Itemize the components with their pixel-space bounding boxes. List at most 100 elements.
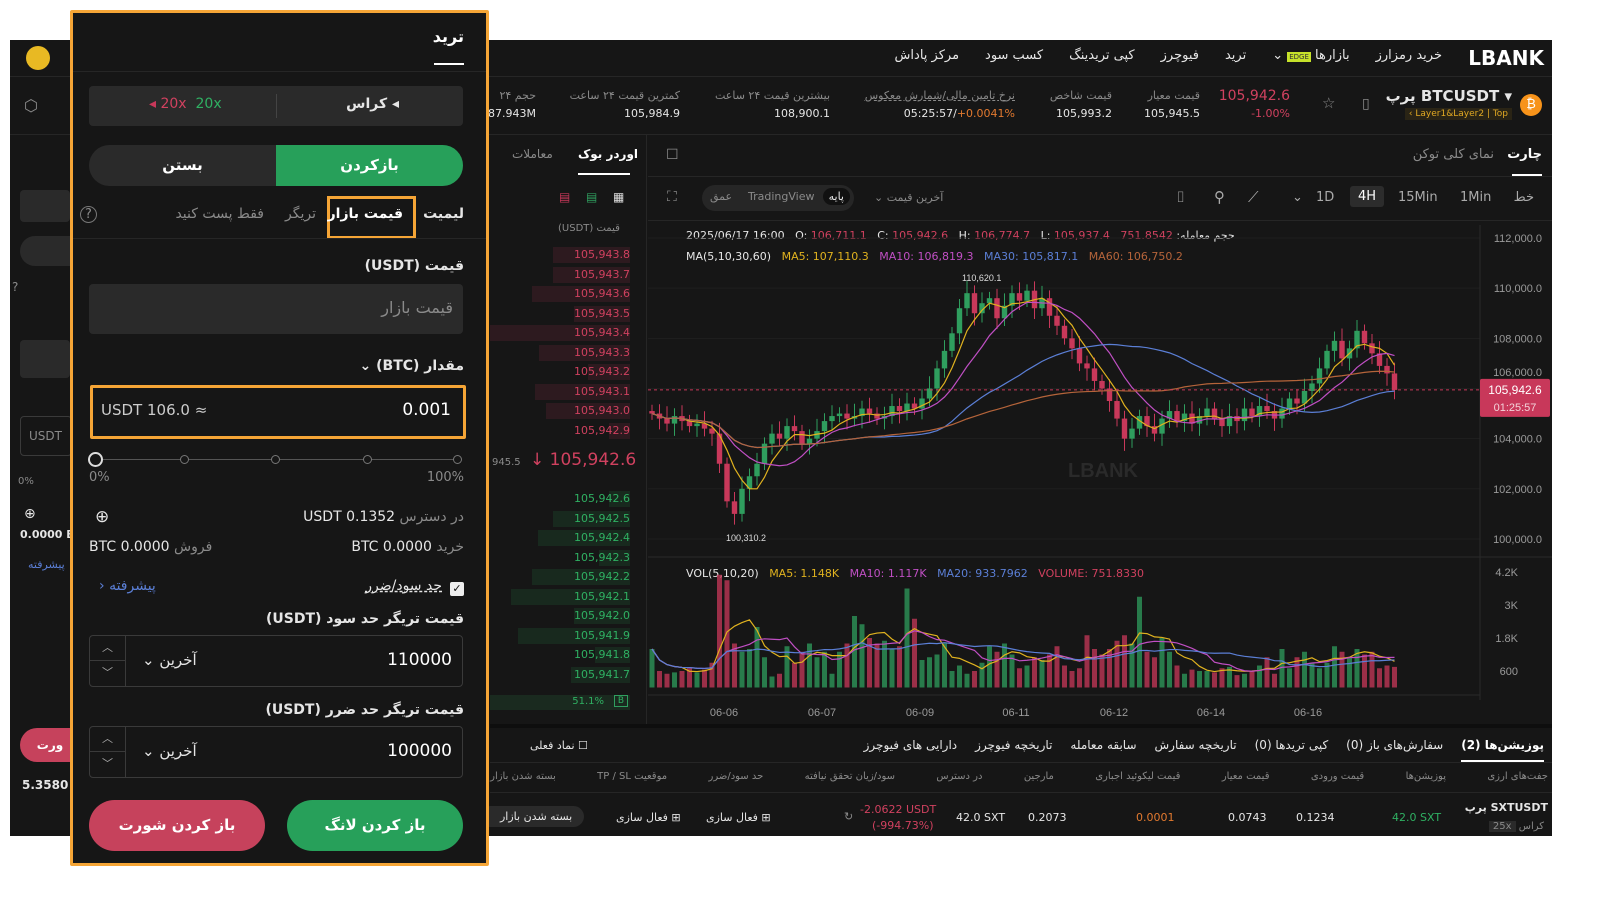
nav-futures[interactable]: فیوچرز: [1160, 48, 1199, 63]
help-icon[interactable]: ?: [80, 206, 97, 223]
margin-mode-select[interactable]: ◂ کراس: [346, 96, 399, 112]
nav-buy-crypto[interactable]: خرید رمزارز: [1375, 48, 1442, 63]
ask-row[interactable]: 105,943.7: [490, 265, 630, 285]
symbol-selector[interactable]: ▾ BTCUSDT پرپ: [1385, 87, 1512, 105]
user-avatar[interactable]: [26, 46, 50, 70]
order-type-post-only[interactable]: فقط پست کنید: [175, 206, 264, 222]
order-type-trigger[interactable]: تریگر: [285, 206, 316, 222]
interval-15min[interactable]: 15Min: [1398, 190, 1438, 205]
bid-row[interactable]: 105,942.2: [490, 567, 630, 587]
ask-row[interactable]: 105,943.6: [490, 284, 630, 304]
nav-copy-trading[interactable]: کپی تریدینگ: [1069, 48, 1135, 63]
view-tradingview[interactable]: TradingView: [748, 190, 815, 203]
bid-row[interactable]: 105,942.1: [490, 587, 630, 607]
slider-mark[interactable]: [363, 455, 372, 464]
plus-icon[interactable]: ⊕: [24, 506, 36, 522]
close-tab[interactable]: بستن: [162, 156, 203, 174]
bid-row[interactable]: 105,942.5: [490, 509, 630, 529]
settings-icon[interactable]: ⬡: [24, 96, 38, 115]
brand-logo[interactable]: LBANK: [1468, 46, 1544, 70]
order-type-limit[interactable]: لیمیت: [423, 206, 464, 222]
tab-futures-assets[interactable]: دارایی های فیوچرز: [863, 738, 958, 752]
help-icon[interactable]: ?: [12, 280, 19, 294]
bid-row[interactable]: 105,942.3: [490, 548, 630, 568]
fullscreen-icon[interactable]: ⛶: [667, 189, 677, 205]
nav-rewards[interactable]: مرکز پاداش: [894, 48, 960, 63]
order-type-market[interactable]: قیمت بازار: [327, 196, 416, 239]
ask-row[interactable]: 105,943.8: [490, 245, 630, 265]
draw-icon[interactable]: ⚲: [1214, 188, 1225, 206]
more-intervals-icon[interactable]: ⌄: [1292, 190, 1303, 205]
star-icon[interactable]: ☆: [1322, 94, 1336, 112]
row-leverage[interactable]: 25x: [1488, 821, 1516, 832]
ask-row[interactable]: 105,943.3: [490, 343, 630, 363]
row-close-market-button[interactable]: بسته شدن بازار: [480, 806, 585, 827]
ask-row[interactable]: 105,943.4: [490, 323, 630, 343]
decrement-icon[interactable]: ﹀: [102, 757, 113, 770]
price-input[interactable]: قیمت بازار: [89, 284, 463, 334]
qty-label[interactable]: مقدار (BTC) ⌄: [359, 358, 464, 374]
ask-row[interactable]: 105,942.9: [490, 421, 630, 441]
row-pos-tpsl[interactable]: ⊞ فعال سازی: [616, 811, 681, 824]
tab-order-history[interactable]: تاریخچه سفارش: [1154, 738, 1237, 752]
both-view-icon[interactable]: ▦: [613, 190, 625, 204]
tab-trade-history[interactable]: سابقه معامله: [1070, 738, 1137, 752]
row-pair[interactable]: SXTUSDT پرپ: [1464, 801, 1548, 814]
interval-1min[interactable]: 1Min: [1460, 190, 1492, 205]
open-short-button[interactable]: باز کردن شورت: [89, 800, 265, 851]
nav-markets[interactable]: بازارها EDGE ⌄: [1272, 48, 1350, 63]
price-type-select[interactable]: آخرین قیمت ⌄: [874, 191, 944, 204]
view-basic[interactable]: پایه: [822, 188, 850, 205]
interval-1d[interactable]: 1D: [1316, 190, 1335, 205]
bids-view-icon[interactable]: ▤: [586, 190, 598, 204]
tab-futures-history[interactable]: تاریخچه فیوچرز: [975, 738, 1053, 752]
tpsl-checkbox[interactable]: ✓: [450, 582, 464, 596]
qty-input[interactable]: 0.001 USDT 106.0 ≈: [90, 385, 466, 439]
open-tab[interactable]: بازکردن: [276, 145, 463, 186]
tp-input[interactable]: ︿ ﹀ آخرین ⌄ 110000: [89, 635, 463, 687]
asks-view-icon[interactable]: ▤: [559, 190, 571, 204]
bid-row[interactable]: 105,941.9: [490, 626, 630, 646]
slider-handle[interactable]: [88, 452, 103, 467]
bid-row[interactable]: 105,941.8: [490, 645, 630, 665]
interval-4h[interactable]: 4H: [1350, 186, 1385, 207]
tab-copy-trades[interactable]: کپی تریدها (0): [1254, 738, 1329, 752]
transfer-icon[interactable]: ⊕: [95, 507, 110, 527]
expand-icon[interactable]: ☐: [666, 147, 679, 163]
bid-row[interactable]: 105,941.7: [490, 665, 630, 685]
advanced-link[interactable]: پیشرفته ‹: [99, 578, 156, 594]
sl-input[interactable]: ︿ ﹀ آخرین ⌄ 100000: [89, 726, 463, 778]
ask-row[interactable]: 105,943.1: [490, 382, 630, 402]
leverage-select[interactable]: ◂ 20x 20x: [149, 96, 222, 112]
bid-row[interactable]: 105,942.0: [490, 606, 630, 626]
bid-row[interactable]: 105,942.6: [490, 489, 630, 509]
slider-mark[interactable]: [180, 455, 189, 464]
behind-advanced[interactable]: پیشرفته: [28, 558, 65, 571]
tab-positions[interactable]: پوزیشن‌ها (2): [1461, 738, 1544, 762]
book-icon[interactable]: ▯: [1362, 96, 1370, 112]
open-long-button[interactable]: باز کردن لانگ: [287, 800, 463, 851]
tab-open-orders[interactable]: سفارش‌های باز (0): [1346, 738, 1444, 752]
nav-earn[interactable]: کسب سود: [985, 48, 1044, 63]
slider-mark[interactable]: [453, 455, 462, 464]
tab-orderbook[interactable]: اوردر بوک: [578, 147, 639, 161]
ask-row[interactable]: 105,943.0: [490, 401, 630, 421]
tab-token-overview[interactable]: نمای کلی توکن: [1412, 147, 1494, 162]
tab-chart[interactable]: چارت: [1507, 147, 1542, 162]
current-symbol-checkbox[interactable]: ☐ نماد فعلی: [530, 739, 588, 752]
camera-icon[interactable]: ⌷: [1176, 188, 1186, 206]
sl-type-select[interactable]: آخرین ⌄: [142, 742, 197, 760]
slider-mark[interactable]: [271, 455, 280, 464]
price-chart[interactable]: 112,000.0 110,000.0 108,000.0 106,000.0 104,…: [648, 225, 1552, 725]
indicator-icon[interactable]: ⟋: [1248, 188, 1259, 206]
decrement-icon[interactable]: ﹀: [102, 666, 113, 679]
tab-trades[interactable]: معاملات: [512, 147, 553, 161]
row-tpsl[interactable]: ⊞ فعال سازی: [706, 811, 771, 824]
increment-icon[interactable]: ︿: [90, 727, 125, 752]
ask-row[interactable]: 105,943.2: [490, 362, 630, 382]
ask-row[interactable]: 105,943.5: [490, 304, 630, 324]
view-depth[interactable]: عمق: [710, 190, 733, 203]
tp-type-select[interactable]: آخرین ⌄: [142, 651, 197, 669]
interval-line[interactable]: خط: [1513, 190, 1534, 205]
bid-row[interactable]: 105,942.4: [490, 528, 630, 548]
